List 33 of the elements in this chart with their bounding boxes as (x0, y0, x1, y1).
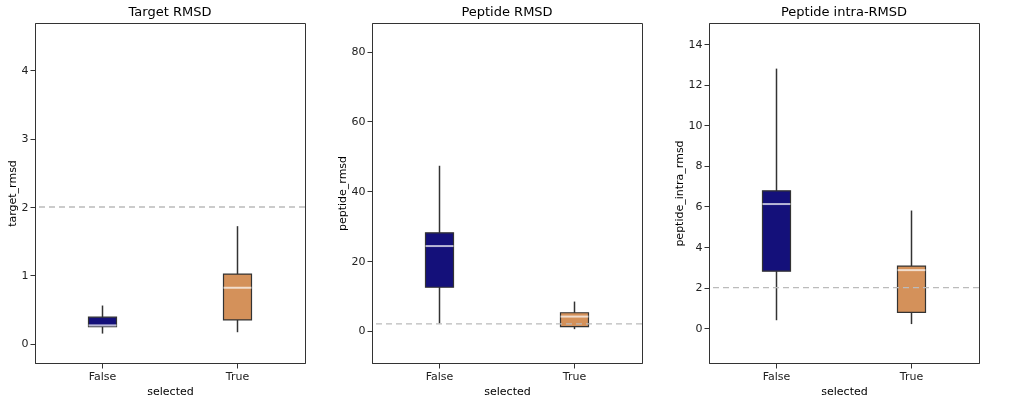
x-axis-title: selected (147, 384, 194, 398)
x-tick-label: True (224, 369, 250, 383)
y-tick-label: 8 (695, 159, 703, 173)
chart-title: Peptide intra-RMSD (780, 4, 908, 19)
y-tick-label: 40 (351, 184, 366, 198)
x-tick-label: True (898, 369, 924, 383)
x-axis-title: selected (484, 384, 531, 398)
y-tick-label: 2 (695, 281, 703, 295)
y-axis-title: target_rmsd (5, 160, 19, 227)
y-tick-label: 60 (351, 114, 366, 128)
y-tick-label: 0 (358, 324, 366, 338)
chart-title: Target RMSD (127, 4, 212, 19)
y-axis-title: peptide_rmsd (335, 155, 349, 232)
x-axis-title: selected (821, 384, 868, 398)
y-axis-title: peptide_intra_rmsd (672, 140, 686, 247)
y-tick-label: 3 (21, 132, 29, 146)
y-tick-label: 2 (21, 200, 29, 214)
y-tick-label: 10 (688, 118, 703, 132)
y-tick-label: 1 (21, 268, 29, 282)
y-tick-label: 20 (351, 254, 366, 268)
y-tick-label: 4 (695, 240, 703, 254)
y-tick-label: 0 (695, 321, 703, 335)
x-tick-label: False (762, 369, 791, 383)
y-tick-label: 6 (695, 199, 703, 213)
x-tick-label: False (88, 369, 117, 383)
y-tick-label: 80 (351, 45, 366, 59)
y-tick-label: 12 (688, 78, 703, 92)
x-tick-label: True (561, 369, 587, 383)
y-tick-label: 4 (21, 63, 29, 77)
y-tick-label: 14 (688, 37, 703, 51)
chart-title: Peptide RMSD (461, 4, 553, 19)
x-tick-label: False (425, 369, 454, 383)
y-tick-label: 0 (21, 337, 29, 351)
